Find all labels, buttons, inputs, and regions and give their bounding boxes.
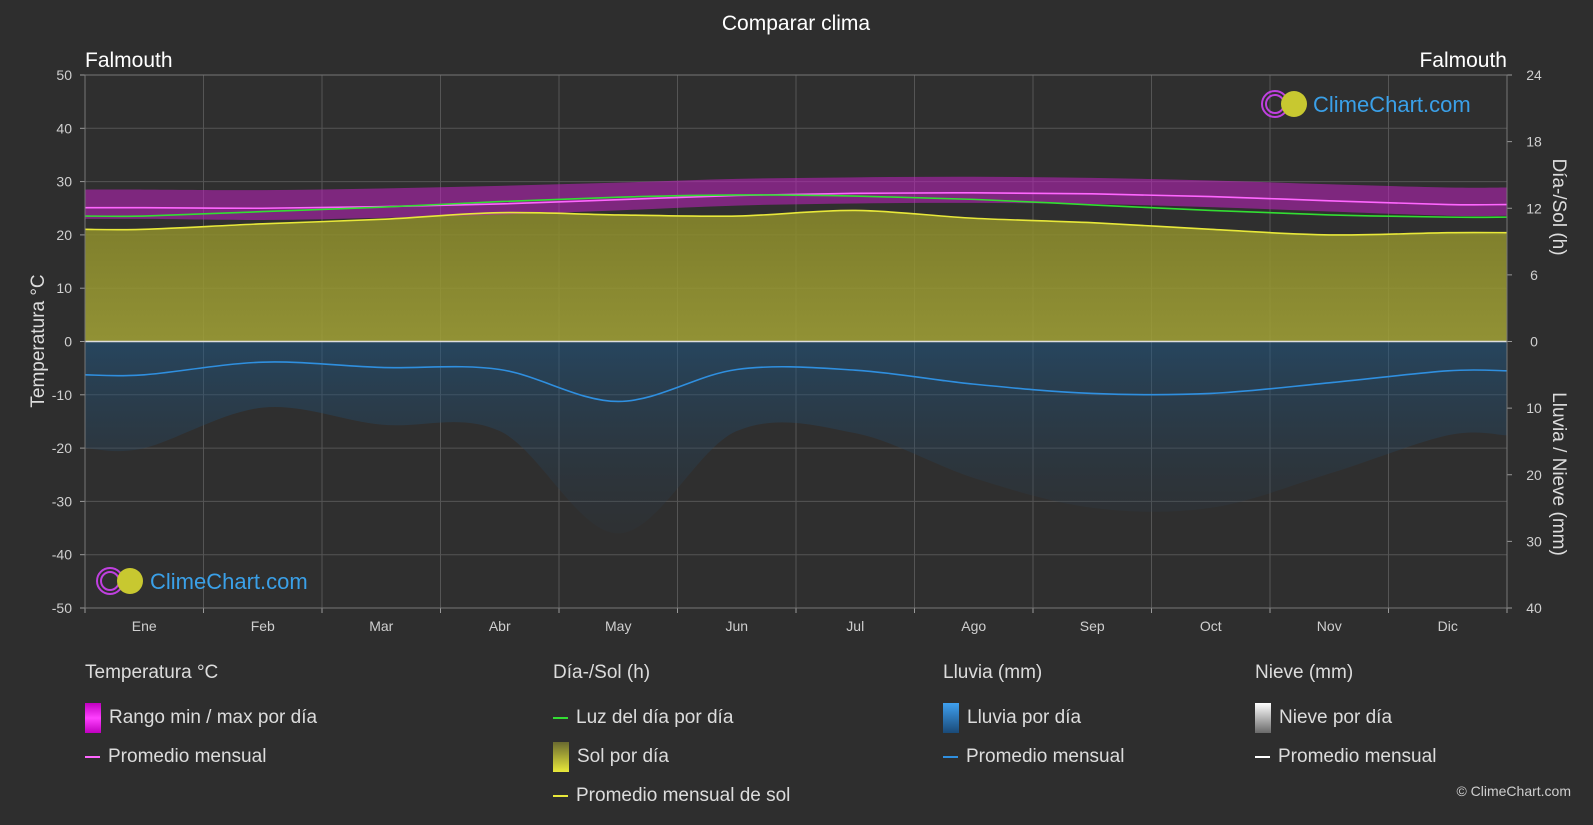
x-tick-label: Dic [1438, 618, 1458, 634]
y-left-tick-label: -20 [52, 440, 72, 456]
legend-rain-avg-label: Promedio mensual [966, 745, 1125, 767]
watermark-bottom-text: ClimeChart.com [150, 569, 308, 594]
y-left-label: Temperatura °C [28, 274, 49, 407]
y-right-sun-tick-label: 18 [1526, 134, 1542, 150]
snow-avg-line-icon [1255, 755, 1270, 758]
plot-border [84, 74, 1508, 609]
x-tick-label: Abr [489, 618, 511, 634]
y-right-rain-tick-label: 10 [1526, 400, 1542, 416]
x-tick-label: Feb [251, 618, 275, 634]
legend-daylight: Luz del día por día [553, 698, 790, 737]
y-left-tick-label: 20 [56, 227, 72, 243]
legend-temp-heading: Temperatura °C [85, 662, 219, 683]
y-left-tick-label: 40 [56, 120, 72, 136]
y-left-tick-label: 10 [56, 280, 72, 296]
y-right-rain-tick-label: 20 [1526, 467, 1542, 483]
rain-area [85, 341, 1507, 534]
rain-day-swatch-icon [943, 702, 959, 733]
sunshine-area [85, 210, 1507, 342]
temp-range-swatch-icon [85, 702, 101, 733]
legend-rain-day-label: Lluvia por día [967, 706, 1082, 728]
y-left-tick-label: -50 [52, 600, 72, 616]
x-tick-label: Mar [369, 618, 393, 634]
legend-snow-avg-label: Promedio mensual [1278, 745, 1437, 767]
temperature-avg-line [84, 191, 1508, 210]
y-left-tick-label: 50 [56, 67, 72, 83]
y-left-tick-label: 0 [64, 334, 72, 350]
legend-snow-avg: Promedio mensual [1255, 737, 1436, 776]
legend-temp-avg: Promedio mensual [85, 737, 317, 776]
watermark-top-text: ClimeChart.com [1313, 92, 1471, 117]
y-right-sun-tick-label: 24 [1526, 67, 1542, 83]
rain-avg-line-icon [943, 755, 958, 758]
legend-rain-heading: Lluvia (mm) [943, 662, 1043, 683]
snow-day-swatch-icon [1255, 702, 1271, 733]
legend-daylight-label: Luz del día por día [576, 706, 734, 728]
copyright: © ClimeChart.com [1456, 783, 1571, 799]
y-left-tick-label: -30 [52, 493, 72, 509]
sun-avg-line-icon [553, 794, 568, 797]
legend-snow: Nieve (mm) Nieve por día Promedio mensua… [1255, 662, 1436, 776]
x-tick-label: Jun [725, 618, 748, 634]
sun-day-swatch-icon [553, 741, 569, 772]
temperature-range-band [85, 176, 1507, 220]
y-right-sun-tick-label: 0 [1530, 334, 1538, 350]
legend-rain-day: Lluvia por día [943, 698, 1124, 737]
y-right-sun-tick-label: 12 [1526, 200, 1542, 216]
x-tick-label: May [605, 618, 631, 634]
legend-temp-range: Rango min / max por día [85, 698, 317, 737]
daylight-line-icon [553, 716, 568, 719]
y-right-top-label: Día-/Sol (h) [1548, 158, 1569, 255]
location-right: Falmouth [1419, 49, 1507, 72]
location-left: Falmouth [85, 49, 173, 72]
legend-sun-day-label: Sol por día [577, 745, 669, 767]
legend-snow-heading: Nieve (mm) [1255, 662, 1354, 683]
legend-sun-avg: Promedio mensual de sol [553, 776, 790, 815]
x-tick-label: Sep [1080, 618, 1105, 634]
x-tick-label: Jul [846, 618, 864, 634]
sunshine-avg-line [84, 209, 1508, 236]
chart-title: Comparar clima [722, 12, 871, 35]
legend-sun-heading: Día-/Sol (h) [553, 662, 651, 683]
legend-snow-day: Nieve por día [1255, 698, 1436, 737]
y-right-rain-tick-label: 40 [1526, 600, 1542, 616]
legend-temp-range-label: Rango min / max por día [109, 706, 318, 728]
x-tick-label: Nov [1317, 618, 1342, 634]
y-left-tick-label: -10 [52, 387, 72, 403]
legend-rain-avg: Promedio mensual [943, 737, 1124, 776]
y-right-bottom-label: Lluvia / Nieve (mm) [1548, 392, 1569, 556]
daylight-line [84, 194, 1508, 219]
x-tick-label: Ene [132, 618, 157, 634]
y-right-sun-tick-label: 6 [1530, 267, 1538, 283]
y-left-tick-label: 30 [56, 174, 72, 190]
y-right-rain-tick-label: 30 [1526, 533, 1542, 549]
rain-avg-line [84, 361, 1508, 403]
y-left-tick-label: -40 [52, 547, 72, 563]
watermark-top: ClimeChart.com [1261, 90, 1471, 118]
legend-snow-day-label: Nieve por día [1279, 706, 1393, 728]
x-tick-label: Ago [961, 618, 986, 634]
plot-area: 50 40 30 20 10 0 -10 -20 -30 -40 -50 Ene Feb Mar Abr Ma… [52, 67, 1542, 634]
legend-rain: Lluvia (mm) Lluvia por día Promedio mens… [943, 662, 1124, 776]
temp-avg-line-icon [85, 755, 100, 758]
legend-temperature: Temperatura °C Rango min / max por día P… [85, 662, 317, 776]
watermark-bottom: ClimeChart.com [96, 567, 308, 595]
legend-sun-day: Sol por día [553, 737, 790, 776]
legend-sun-avg-label: Promedio mensual de sol [576, 784, 791, 806]
legend-sun: Día-/Sol (h) Luz del día por día Sol por… [553, 662, 790, 815]
legend-temp-avg-label: Promedio mensual [108, 745, 267, 767]
x-tick-label: Oct [1200, 618, 1222, 634]
